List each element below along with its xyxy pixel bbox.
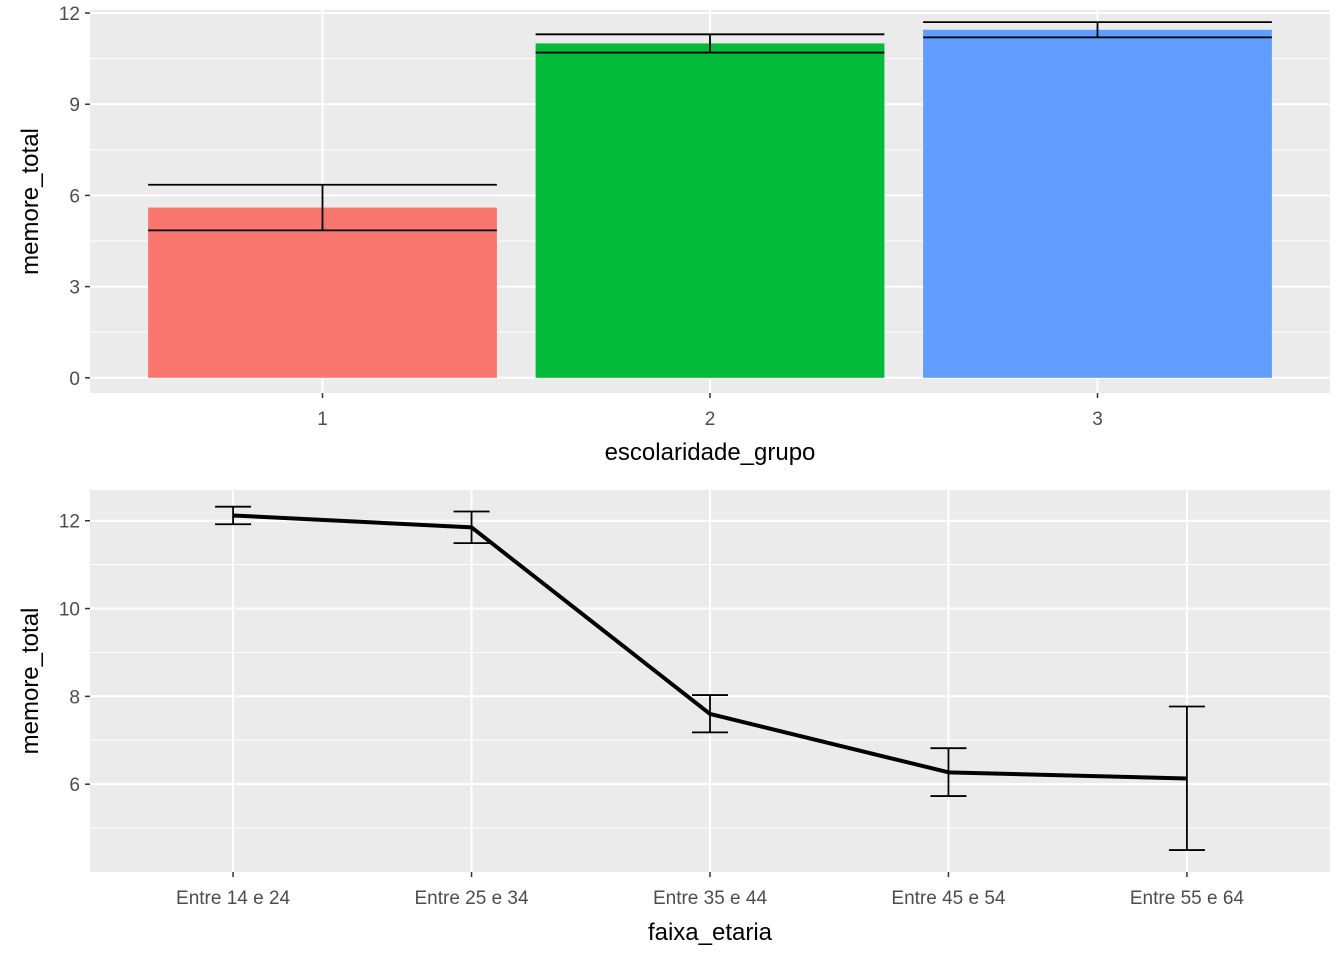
y-tick-label: 12 bbox=[59, 512, 80, 533]
y-tick-label: 6 bbox=[69, 186, 80, 207]
x-tick-label: 1 bbox=[317, 409, 328, 430]
y-axis-title: memore_total bbox=[17, 608, 44, 755]
bar bbox=[535, 43, 885, 378]
x-axis-title: faixa_etaria bbox=[648, 919, 773, 946]
bar bbox=[923, 29, 1272, 378]
y-axis-title: memore_total bbox=[17, 128, 44, 275]
y-tick-label: 12 bbox=[59, 4, 80, 25]
x-tick-label: Entre 14 e 24 bbox=[176, 888, 291, 909]
chart-panel-2: 6 8 10 12 Entre 14 e 24 Entre 25 e 34 Entre 35… bbox=[17, 490, 1330, 946]
y-tick-label: 10 bbox=[59, 600, 80, 621]
y-tick-label: 6 bbox=[69, 775, 80, 796]
x-tick-label: Entre 25 e 34 bbox=[414, 888, 529, 909]
bar bbox=[148, 207, 497, 378]
y-tick-label: 8 bbox=[69, 687, 80, 708]
x-tick-label: Entre 55 e 64 bbox=[1130, 888, 1245, 909]
y-tick-label: 3 bbox=[69, 278, 80, 299]
x-tick-label: Entre 45 e 54 bbox=[891, 888, 1006, 909]
x-tick-label: Entre 35 e 44 bbox=[653, 888, 768, 909]
y-tick-label: 0 bbox=[69, 369, 80, 390]
x-tick-label: 3 bbox=[1092, 409, 1103, 430]
x-axis-title: escolaridade_grupo bbox=[605, 439, 816, 466]
x-tick-label: 2 bbox=[705, 409, 716, 430]
y-tick-label: 9 bbox=[69, 95, 80, 116]
